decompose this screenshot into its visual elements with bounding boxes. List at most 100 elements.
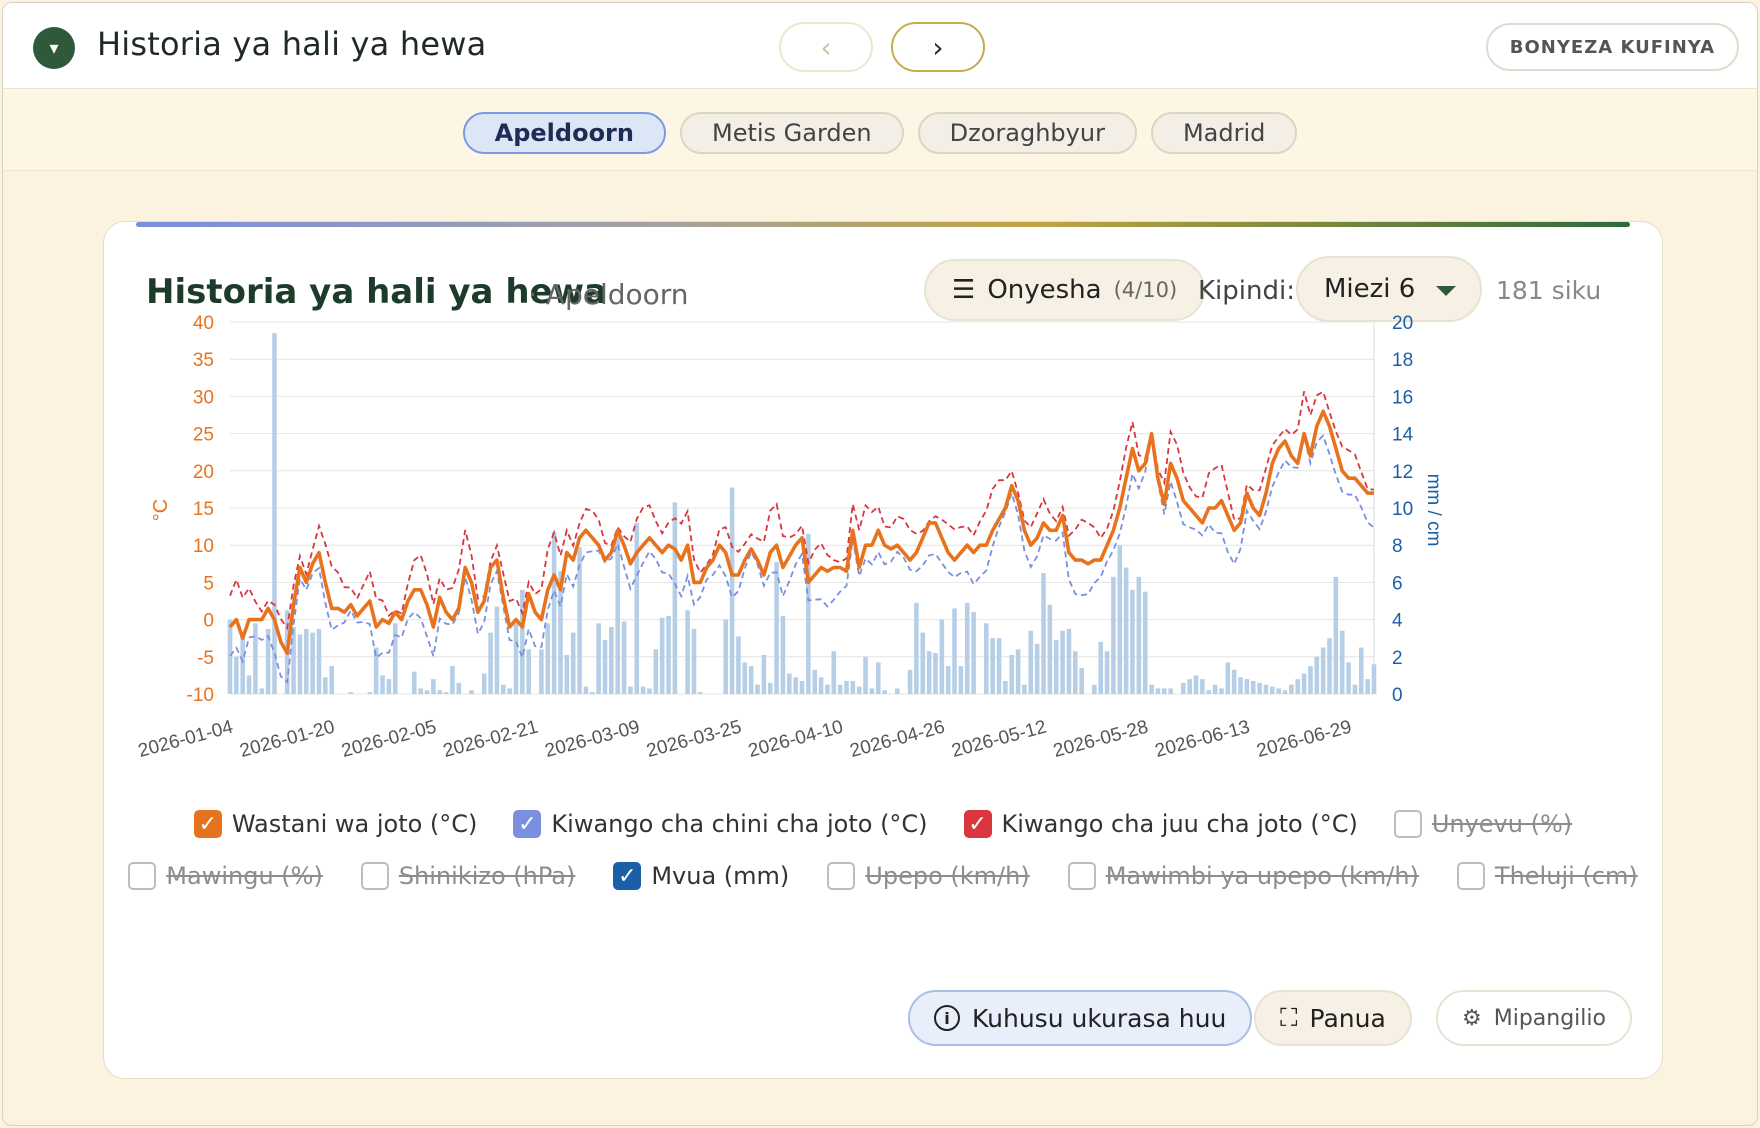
checkbox-checked-icon[interactable]: ✓ xyxy=(513,810,542,838)
precip-bar xyxy=(386,679,392,694)
period-label: Kipindi: xyxy=(1198,276,1295,306)
legend-item-row1-3[interactable]: Unyevu (%) xyxy=(1393,810,1572,838)
y-tick-left: 15 xyxy=(193,499,214,520)
precip-bar xyxy=(621,621,627,694)
y-tick-right: 18 xyxy=(1392,350,1413,371)
precip-bar xyxy=(1066,628,1072,694)
precip-bar xyxy=(1365,679,1370,694)
precip-bar xyxy=(1072,651,1078,694)
expand-icon: ⛶ xyxy=(1280,1003,1298,1032)
checkbox-checked-icon[interactable]: ✓ xyxy=(613,862,642,890)
legend-item-row1-2[interactable]: ✓ Kiwango cha juu cha joto (°C) xyxy=(963,810,1358,838)
legend-item-row2-0[interactable]: Mawingu (%) xyxy=(128,862,323,890)
y-tick-right: 0 xyxy=(1392,685,1403,706)
legend-label: Kiwango cha juu cha joto (°C) xyxy=(1001,810,1358,838)
y-tick-left: 20 xyxy=(193,462,214,483)
precip-bar xyxy=(786,673,792,694)
y-tick-right: 10 xyxy=(1392,499,1413,520)
precip-bar xyxy=(316,628,322,694)
precip-bar xyxy=(647,688,652,694)
precip-bar xyxy=(984,623,989,694)
precip-bar xyxy=(640,686,646,694)
precip-bar xyxy=(329,666,334,694)
legend-item-row1-1[interactable]: ✓ Kiwango cha chini cha joto (°C) xyxy=(513,810,928,838)
precip-bar xyxy=(297,634,303,694)
precip-bar xyxy=(850,680,856,694)
precip-bar xyxy=(1104,651,1110,694)
legend-label: Kiwango cha chini cha joto (°C) xyxy=(551,810,928,838)
press-to-collapse-button[interactable]: BONYEZA KUFINYA xyxy=(1485,23,1739,71)
y-tick-left: 0 xyxy=(203,611,214,632)
expand-button[interactable]: ⛶ Panua xyxy=(1254,990,1412,1046)
legend-item-row1-0[interactable]: ✓ Wastani wa joto (°C) xyxy=(193,810,477,838)
precip-bar xyxy=(1187,679,1192,694)
x-tick-label: 2026-05-28 xyxy=(1051,717,1150,762)
show-series-button[interactable]: ☰ Onyesha (4/10) xyxy=(924,259,1206,321)
precip-bar xyxy=(380,675,385,694)
precip-bar xyxy=(799,680,805,694)
precip-bar xyxy=(628,686,633,694)
checkbox-unchecked-icon[interactable] xyxy=(1393,810,1422,838)
precip-bar xyxy=(1339,630,1345,694)
city-tab-madrid[interactable]: Madrid xyxy=(1150,112,1298,154)
y-tick-left: 5 xyxy=(203,573,214,594)
legend-item-row2-1[interactable]: Shinikizo (hPa) xyxy=(360,862,575,890)
next-button[interactable]: › xyxy=(891,22,985,72)
precip-bar xyxy=(577,547,582,694)
legend-item-row2-3[interactable]: Upepo (km/h) xyxy=(827,862,1030,890)
precip-bar xyxy=(1231,669,1237,694)
precip-bar xyxy=(615,532,620,694)
card-subtitle: · Apeldoorn xyxy=(528,278,689,311)
x-tick-label: 2026-04-26 xyxy=(848,717,947,762)
precip-bar xyxy=(659,617,665,694)
prev-button[interactable]: ‹ xyxy=(779,22,873,72)
precip-bar xyxy=(1111,576,1116,694)
precip-bar xyxy=(1295,679,1301,694)
precip-bar xyxy=(520,589,525,694)
precip-bar xyxy=(488,632,493,694)
y-tick-right: 2 xyxy=(1392,648,1403,669)
precip-bar xyxy=(1015,649,1021,694)
precip-bar xyxy=(895,688,900,694)
city-tab-apeldoorn[interactable]: Apeldoorn xyxy=(462,112,666,154)
period-select[interactable]: Miezi 6 xyxy=(1296,256,1482,322)
checkbox-unchecked-icon[interactable] xyxy=(360,862,389,890)
precip-bar xyxy=(1225,662,1231,694)
legend-item-row2-4[interactable]: Mawimbi ya upepo (km/h) xyxy=(1067,862,1419,890)
legend-item-row2-5[interactable]: Theluji (cm) xyxy=(1456,862,1638,890)
legend-row-2: Mawingu (%) Shinikizo (hPa) ✓ Mvua (mm) Upep… xyxy=(104,862,1662,890)
precip-bar xyxy=(1123,567,1129,694)
precip-bar xyxy=(424,690,430,694)
precip-bar xyxy=(691,628,697,694)
precip-bar xyxy=(418,688,423,694)
y-tick-right: 6 xyxy=(1392,573,1403,594)
precip-bar xyxy=(526,649,532,694)
checkbox-unchecked-icon[interactable] xyxy=(1067,862,1096,890)
precip-bar xyxy=(431,679,436,694)
checkbox-unchecked-icon[interactable] xyxy=(1456,862,1485,890)
precip-bar xyxy=(1130,589,1135,694)
legend-item-row2-2[interactable]: ✓ Mvua (mm) xyxy=(613,862,789,890)
y-tick-left: -5 xyxy=(197,648,214,669)
precip-bar xyxy=(793,677,798,694)
checkbox-checked-icon[interactable]: ✓ xyxy=(963,810,992,838)
precip-bar xyxy=(1041,573,1046,694)
legend-label: Upepo (km/h) xyxy=(865,862,1030,890)
precip-bar xyxy=(596,623,601,694)
series-count: (4/10) xyxy=(1113,278,1178,302)
weather-history-card: Historia ya hali ya hewa · Apeldoorn ☰ O… xyxy=(103,221,1663,1079)
precip-bar xyxy=(291,627,296,694)
precip-bar xyxy=(736,636,741,694)
checkbox-unchecked-icon[interactable] xyxy=(827,862,856,890)
precip-bar xyxy=(806,534,811,694)
about-page-button[interactable]: i Kuhusu ukurasa huu xyxy=(908,990,1253,1046)
city-tab-dzoraghbyur[interactable]: Dzoraghbyur xyxy=(917,112,1137,154)
settings-button[interactable]: ⚙ Mipangilio xyxy=(1436,990,1632,1046)
city-tab-metis-garden[interactable]: Metis Garden xyxy=(679,112,904,154)
checkbox-unchecked-icon[interactable] xyxy=(128,862,157,890)
checkbox-checked-icon[interactable]: ✓ xyxy=(193,810,222,838)
precip-bar xyxy=(1136,576,1142,694)
y-tick-left: 25 xyxy=(193,425,214,446)
collapse-icon[interactable]: ▾ xyxy=(33,27,75,69)
y-tick-left: 10 xyxy=(193,536,214,557)
